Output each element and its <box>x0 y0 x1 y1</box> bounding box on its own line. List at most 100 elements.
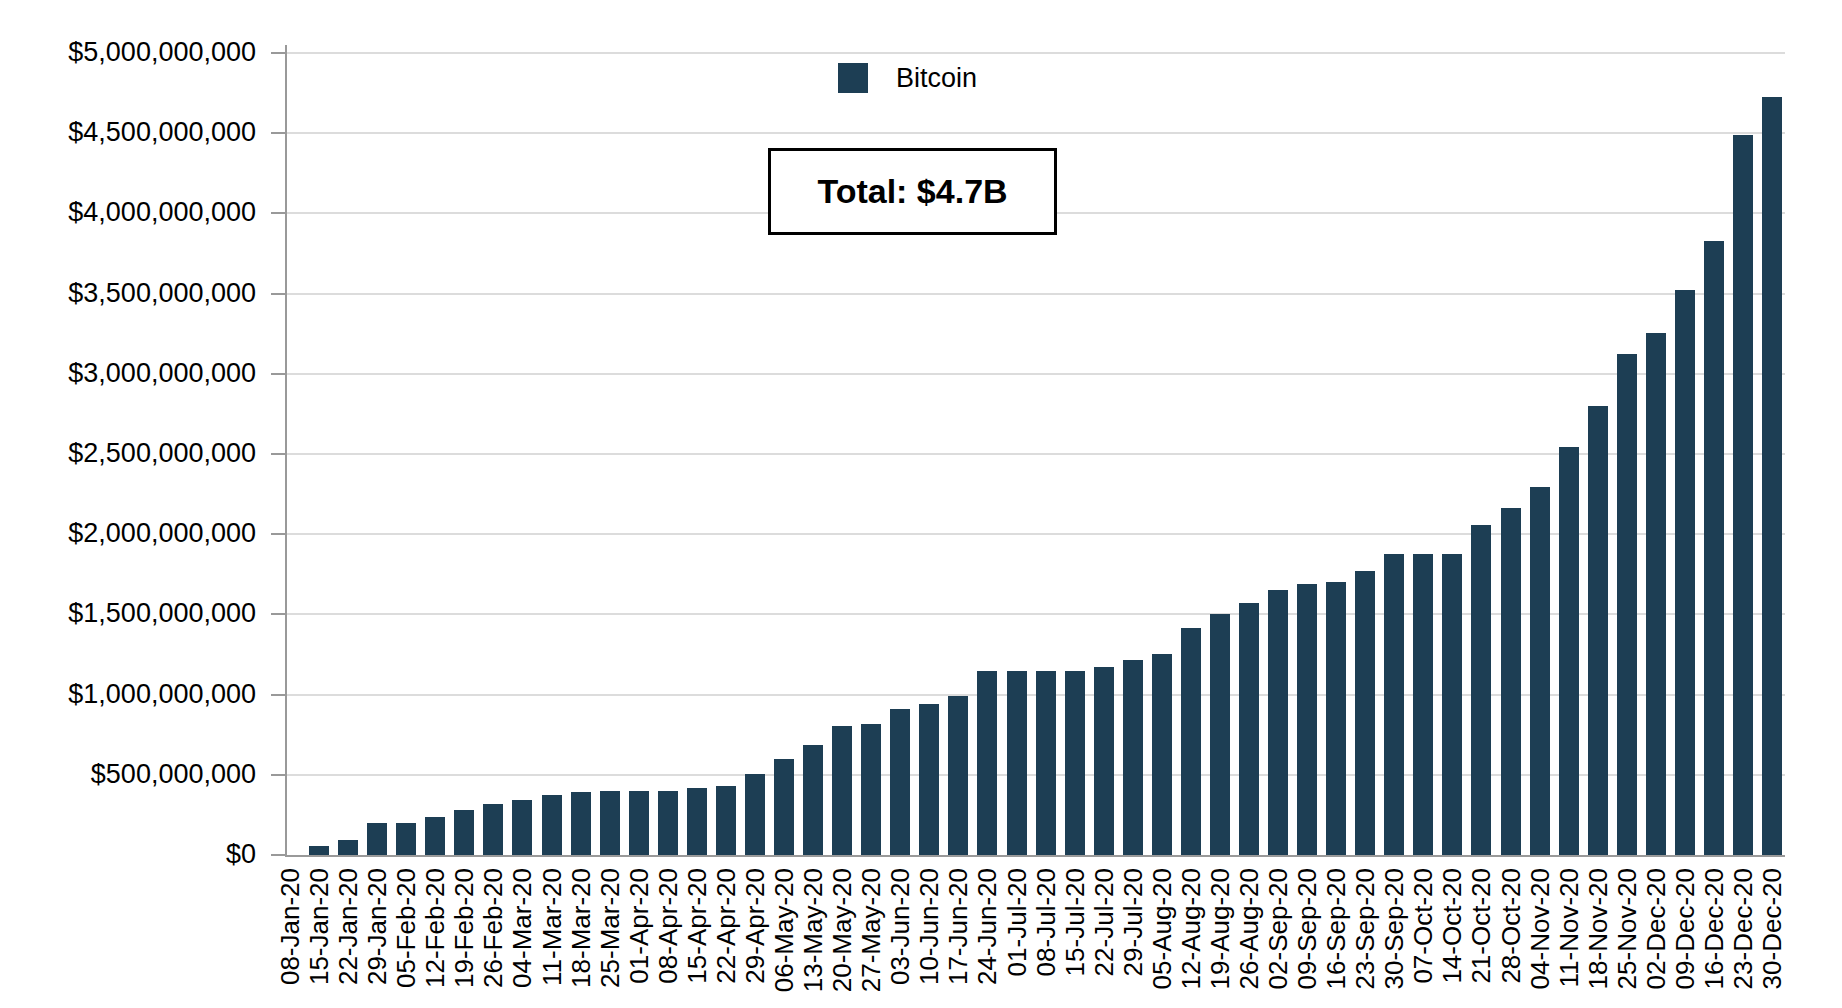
y-axis-tick-label: $4,500,000,000 <box>0 119 256 146</box>
bar-12-Aug-20 <box>1181 628 1201 855</box>
x-axis-tick-label: 05-Feb-20 <box>393 868 419 1008</box>
y-axis-line <box>285 45 287 857</box>
x-axis-tick-label: 12-Aug-20 <box>1178 868 1204 1008</box>
x-axis-tick-label: 04-Nov-20 <box>1527 868 1553 1008</box>
bar-22-Jul-20 <box>1094 667 1114 855</box>
bar-05-Aug-20 <box>1152 654 1172 855</box>
bar-06-May-20 <box>774 759 794 855</box>
bar-01-Apr-20 <box>629 791 649 855</box>
y-axis-tick <box>271 212 286 214</box>
bar-25-Nov-20 <box>1617 354 1637 855</box>
y-axis-tick <box>271 52 286 54</box>
y-axis-tick-label: $5,000,000,000 <box>0 39 256 66</box>
x-axis-tick-label: 22-Jan-20 <box>335 868 361 1008</box>
bar-27-May-20 <box>861 724 881 855</box>
x-axis-tick-label: 19-Feb-20 <box>451 868 477 1008</box>
bar-13-May-20 <box>803 745 823 855</box>
x-axis-tick-label: 13-May-20 <box>800 868 826 1008</box>
x-axis-tick-label: 04-Mar-20 <box>509 868 535 1008</box>
x-axis-tick-label: 22-Apr-20 <box>713 868 739 1008</box>
x-axis-tick-label: 11-Nov-20 <box>1556 868 1582 1008</box>
x-axis-tick-label: 27-May-20 <box>858 868 884 1008</box>
x-axis-tick-label: 26-Feb-20 <box>480 868 506 1008</box>
x-axis-tick-label: 17-Jun-20 <box>945 868 971 1008</box>
y-axis-tick-label: $1,000,000,000 <box>0 681 256 708</box>
gridline <box>286 373 1785 375</box>
x-axis-tick-label: 18-Mar-20 <box>568 868 594 1008</box>
bar-22-Jan-20 <box>338 840 358 855</box>
x-axis-tick-label: 25-Nov-20 <box>1614 868 1640 1008</box>
bar-15-Jan-20 <box>309 846 329 855</box>
y-axis-tick <box>271 373 286 375</box>
bar-30-Dec-20 <box>1762 97 1782 855</box>
x-axis-tick-label: 01-Jul-20 <box>1004 868 1030 1008</box>
bar-12-Feb-20 <box>425 817 445 855</box>
x-axis-tick-label: 26-Aug-20 <box>1236 868 1262 1008</box>
x-axis-tick-label: 12-Feb-20 <box>422 868 448 1008</box>
y-axis-tick-label: $2,500,000,000 <box>0 440 256 467</box>
x-axis-tick-label: 07-Oct-20 <box>1410 868 1436 1008</box>
legend-swatch-bitcoin <box>838 63 868 93</box>
x-axis-tick-label: 29-Jan-20 <box>364 868 390 1008</box>
bar-01-Jul-20 <box>1007 671 1027 855</box>
gridline <box>286 52 1785 54</box>
x-axis-tick-label: 14-Oct-20 <box>1439 868 1465 1008</box>
bar-30-Sep-20 <box>1384 554 1404 855</box>
bar-14-Oct-20 <box>1442 554 1462 855</box>
x-axis-tick-label: 03-Jun-20 <box>887 868 913 1008</box>
bar-03-Jun-20 <box>890 709 910 855</box>
y-axis-tick-label: $500,000,000 <box>0 761 256 788</box>
bar-10-Jun-20 <box>919 704 939 855</box>
bar-18-Nov-20 <box>1588 406 1608 855</box>
bar-26-Feb-20 <box>483 804 503 855</box>
x-axis-tick-label: 29-Apr-20 <box>742 868 768 1008</box>
gridline <box>286 132 1785 134</box>
x-axis-tick-label: 08-Apr-20 <box>655 868 681 1008</box>
bar-29-Apr-20 <box>745 774 765 855</box>
bar-20-May-20 <box>832 726 852 855</box>
y-axis-tick-label: $2,000,000,000 <box>0 520 256 547</box>
x-axis-tick-label: 15-Jan-20 <box>306 868 332 1008</box>
x-axis-tick-label: 08-Jul-20 <box>1033 868 1059 1008</box>
y-axis-tick <box>271 613 286 615</box>
x-axis-tick-label: 16-Sep-20 <box>1323 868 1349 1008</box>
bar-02-Dec-20 <box>1646 333 1666 855</box>
bar-23-Dec-20 <box>1733 135 1753 855</box>
x-axis-tick-label: 23-Sep-20 <box>1352 868 1378 1008</box>
x-axis-tick-label: 02-Dec-20 <box>1643 868 1669 1008</box>
bar-29-Jul-20 <box>1123 660 1143 855</box>
bar-15-Jul-20 <box>1065 671 1085 855</box>
gridline <box>286 293 1785 295</box>
bar-04-Nov-20 <box>1530 487 1550 855</box>
x-axis-tick-label: 23-Dec-20 <box>1730 868 1756 1008</box>
bar-22-Apr-20 <box>716 786 736 855</box>
x-axis-tick-label: 15-Apr-20 <box>684 868 710 1008</box>
x-axis-tick-label: 11-Mar-20 <box>539 868 565 1008</box>
x-axis-tick-label: 10-Jun-20 <box>916 868 942 1008</box>
x-axis-line <box>285 855 1785 857</box>
y-axis-tick-label: $3,000,000,000 <box>0 360 256 387</box>
bar-02-Sep-20 <box>1268 590 1288 855</box>
bar-04-Mar-20 <box>512 800 532 855</box>
bar-23-Sep-20 <box>1355 571 1375 855</box>
y-axis-tick-label: $4,000,000,000 <box>0 199 256 226</box>
bar-08-Apr-20 <box>658 791 678 855</box>
x-axis-tick-label: 09-Dec-20 <box>1672 868 1698 1008</box>
x-axis-tick-label: 02-Sep-20 <box>1265 868 1291 1008</box>
bar-09-Sep-20 <box>1297 584 1317 855</box>
bar-15-Apr-20 <box>687 788 707 855</box>
bar-11-Mar-20 <box>542 795 562 855</box>
bar-17-Jun-20 <box>948 696 968 855</box>
y-axis-tick <box>271 854 286 856</box>
x-axis-tick-label: 20-May-20 <box>829 868 855 1008</box>
bar-19-Feb-20 <box>454 810 474 855</box>
bitcoin-cumulative-bar-chart: $5,000,000,000 $4,500,000,000 $4,000,000,0… <box>0 0 1842 1008</box>
bar-26-Aug-20 <box>1239 603 1259 855</box>
y-axis-tick-label: $3,500,000,000 <box>0 280 256 307</box>
x-axis-tick-label: 28-Oct-20 <box>1498 868 1524 1008</box>
x-axis-tick-label: 22-Jul-20 <box>1091 868 1117 1008</box>
y-axis-tick-label: $0 <box>0 841 256 868</box>
x-axis-tick-label: 06-May-20 <box>771 868 797 1008</box>
x-axis-tick-label: 19-Aug-20 <box>1207 868 1233 1008</box>
bar-29-Jan-20 <box>367 823 387 855</box>
